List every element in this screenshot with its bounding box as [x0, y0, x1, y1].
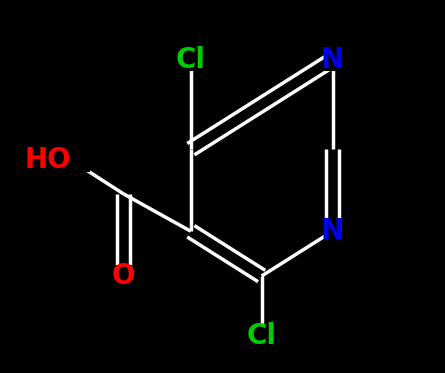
Bar	[174, 48, 207, 71]
Bar	[324, 48, 341, 71]
Text: Cl: Cl	[247, 322, 277, 350]
Text: HO: HO	[25, 146, 72, 175]
Text: N: N	[321, 217, 344, 245]
Text: N: N	[321, 46, 344, 74]
Text: O: O	[112, 262, 135, 290]
Bar	[115, 265, 132, 287]
Bar	[53, 149, 90, 172]
Bar	[245, 325, 279, 347]
Text: Cl: Cl	[176, 46, 206, 74]
Bar	[324, 220, 341, 242]
